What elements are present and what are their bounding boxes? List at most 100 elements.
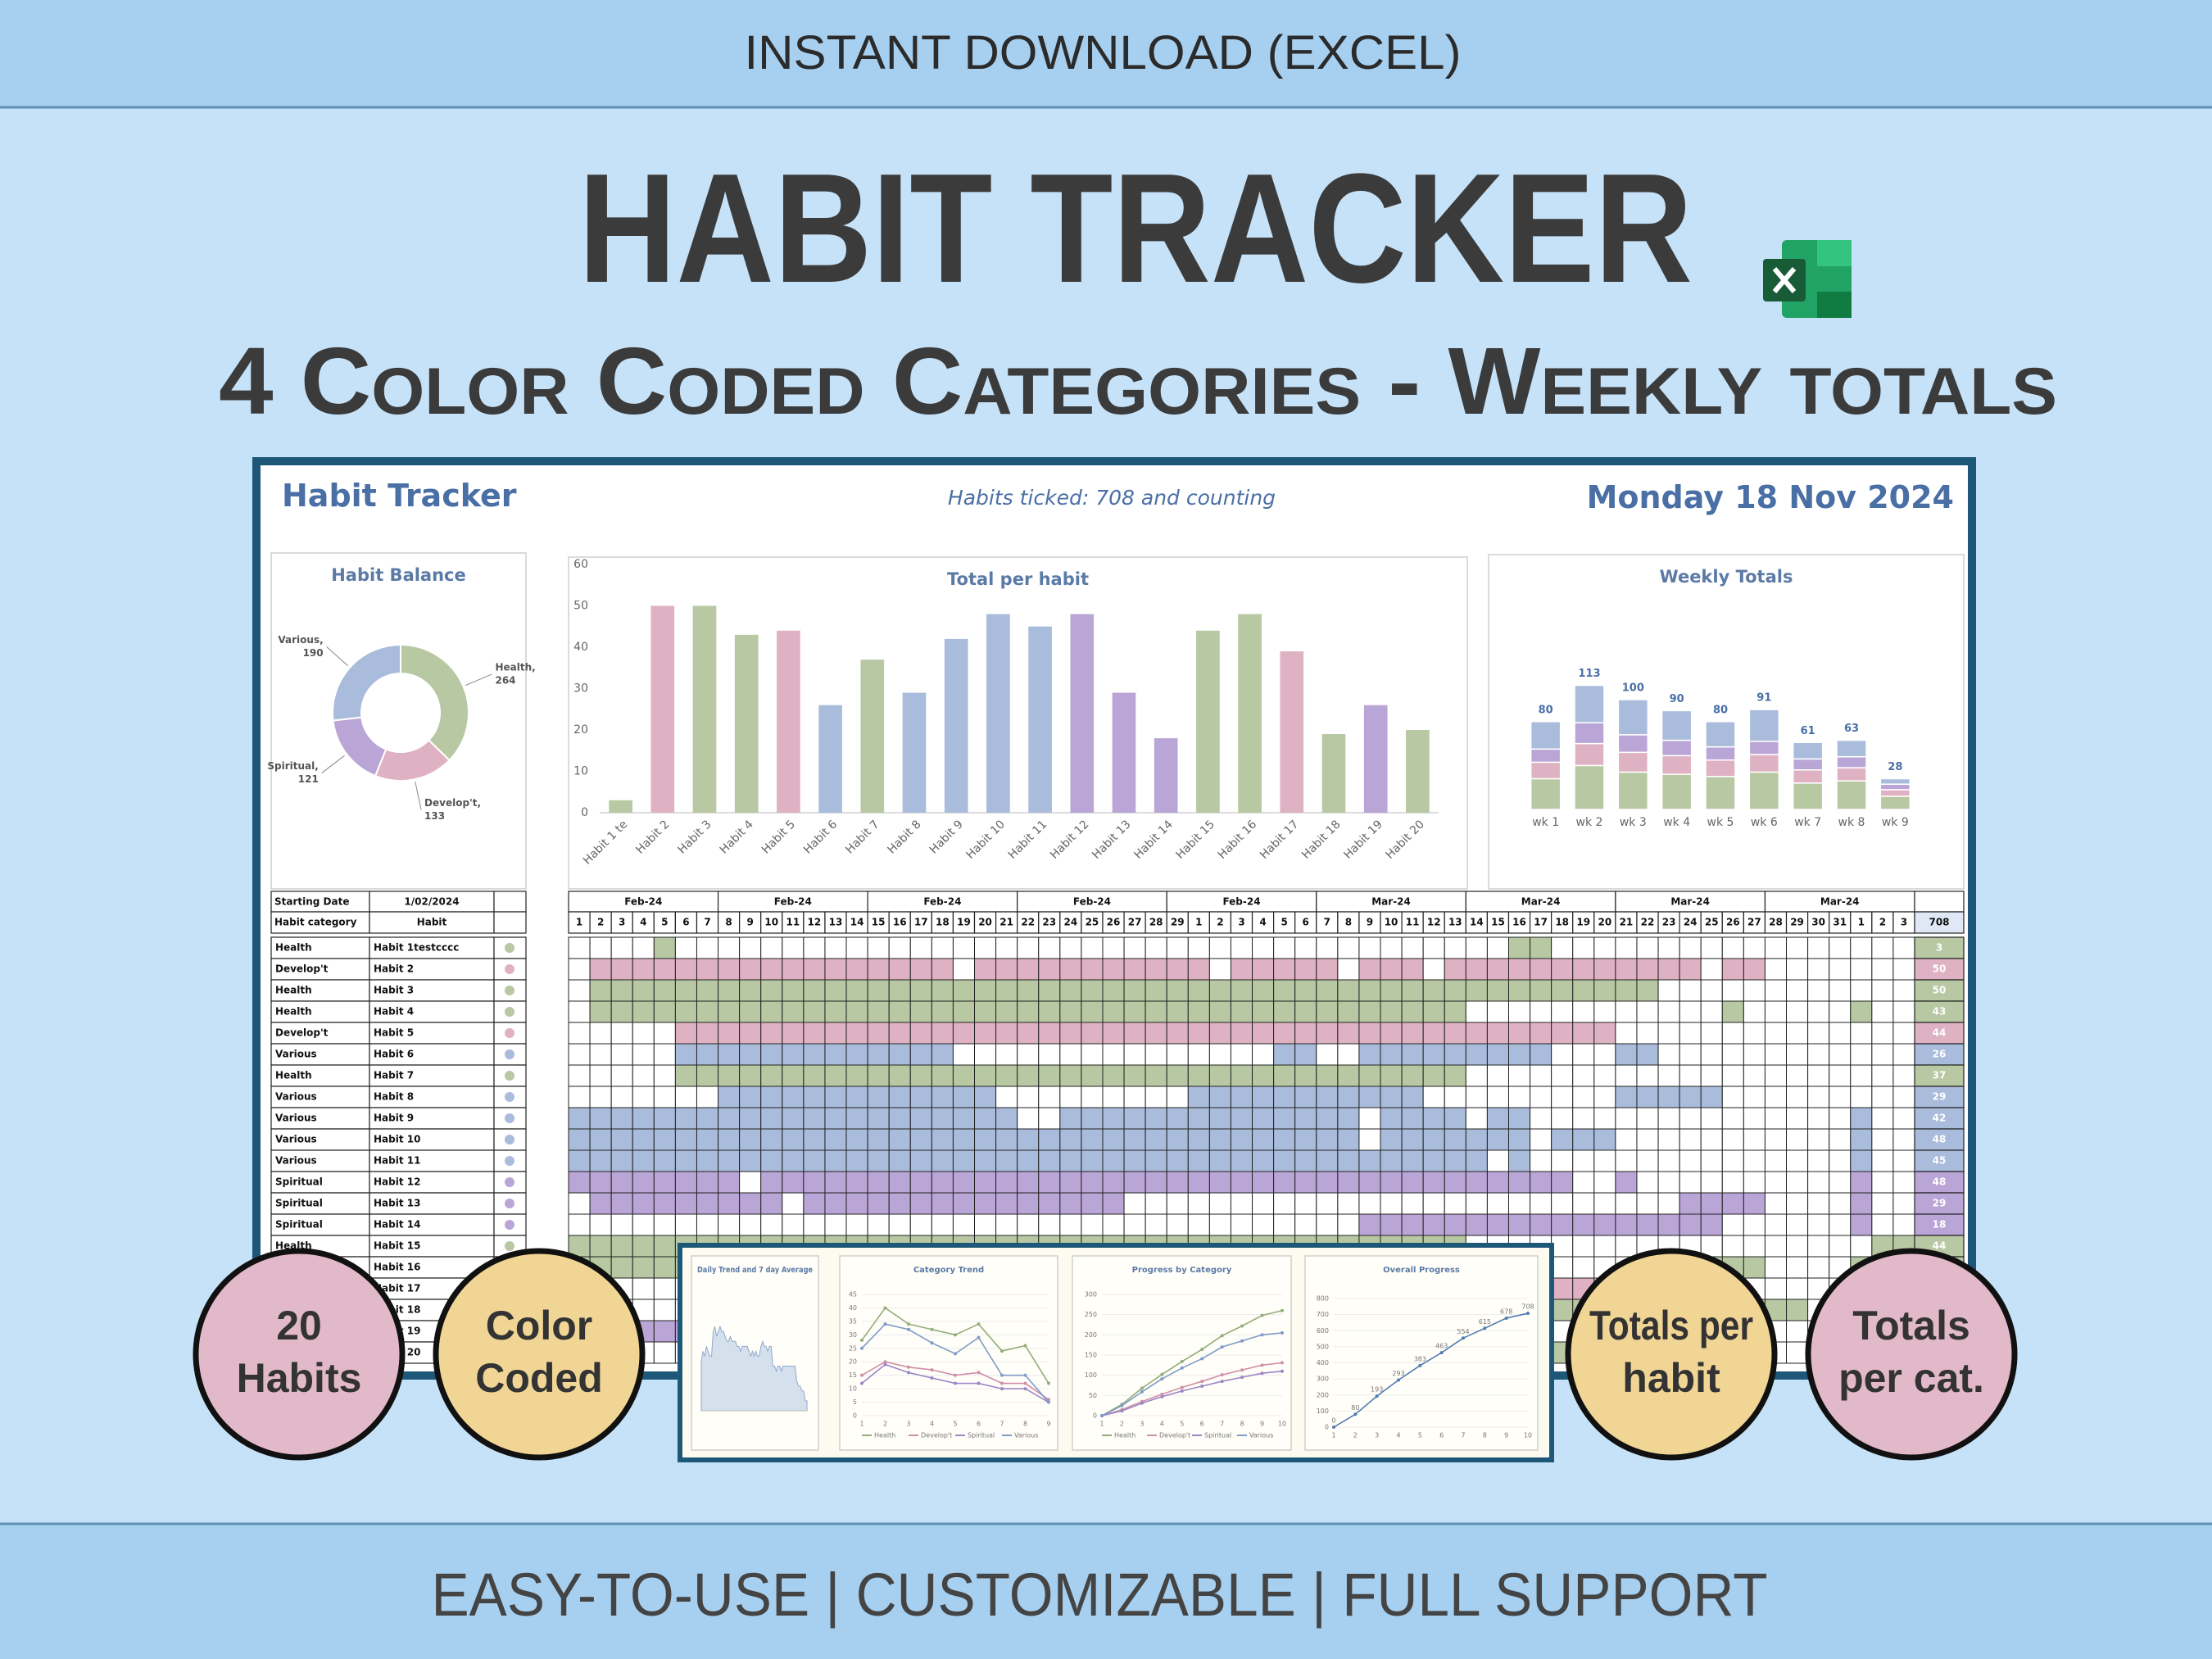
- bar: [818, 705, 842, 813]
- habit-category: Health: [275, 1006, 312, 1018]
- tick-cell: [952, 1171, 976, 1194]
- habit-total: 29: [1933, 1091, 1947, 1103]
- tick-cell: [888, 936, 911, 959]
- tick-cell: [1444, 936, 1466, 959]
- tick-cell: [1145, 1022, 1167, 1045]
- tick-cell: [589, 1064, 612, 1087]
- tick-cell: [1657, 958, 1680, 981]
- cell: [589, 911, 612, 934]
- habit-category: Various: [275, 1113, 317, 1124]
- tick-cell: [718, 1022, 741, 1045]
- tick-cell: [1123, 1171, 1146, 1194]
- tick-cell: [1081, 936, 1104, 959]
- tick-cell: [1572, 1149, 1595, 1172]
- series-point: [1220, 1373, 1224, 1377]
- cell: [1422, 911, 1445, 934]
- tick-cell: [1337, 1213, 1360, 1236]
- tick-cell: [1294, 1128, 1317, 1151]
- tick-cell: [952, 1000, 976, 1023]
- x-tick-label: 2: [1353, 1432, 1358, 1439]
- bar-segment: [1748, 771, 1780, 810]
- cell: [952, 911, 976, 934]
- tick-cell: [1316, 979, 1339, 1002]
- bar: [734, 634, 759, 813]
- tick-cell: [1316, 1171, 1339, 1194]
- tick-cell: [1337, 1022, 1360, 1045]
- y-tick-label: 15: [849, 1371, 857, 1379]
- tick-cell: [1829, 1149, 1852, 1172]
- tick-cell: [632, 1235, 655, 1258]
- tick-cell: [1017, 1171, 1040, 1194]
- tick-cell: [1636, 1022, 1659, 1045]
- total-cell: [1914, 1149, 1965, 1172]
- tick-cell: [760, 1086, 783, 1108]
- cell: [931, 911, 954, 934]
- total-cell: [1914, 1064, 1965, 1087]
- tick-cell: [1358, 958, 1381, 981]
- tick-cell: [1486, 979, 1509, 1002]
- tick-cell: [1059, 1000, 1082, 1023]
- bar: [609, 800, 632, 813]
- tick-cell: [1892, 1086, 1915, 1108]
- tick-cell: [1444, 1192, 1466, 1215]
- tick-cell: [1294, 1086, 1317, 1108]
- series-point: [1180, 1359, 1184, 1363]
- bar: [777, 630, 800, 813]
- series-point: [1375, 1394, 1379, 1398]
- badge: [1565, 1248, 1778, 1461]
- cell: [909, 911, 932, 934]
- habit-name: Habit 16: [374, 1262, 420, 1273]
- legend-label: Various: [1249, 1432, 1273, 1439]
- tick-cell: [1358, 1192, 1381, 1215]
- x-tick-label: 1: [859, 1421, 863, 1428]
- habit-category: Health: [275, 942, 312, 954]
- series-point: [1000, 1373, 1004, 1377]
- slice-value: 121: [298, 773, 319, 785]
- day-number: 1: [1195, 917, 1202, 928]
- tick-cell: [1038, 1064, 1061, 1087]
- series-point: [1439, 1351, 1444, 1355]
- day-number: 26: [1726, 917, 1740, 928]
- tick-cell: [1764, 1277, 1788, 1300]
- habit-name: Habit 6: [374, 1049, 414, 1060]
- day-number: 3: [1901, 917, 1907, 928]
- tick-cell: [1123, 1022, 1146, 1045]
- tick-cell: [867, 1171, 890, 1194]
- tick-cell: [1252, 958, 1275, 981]
- tick-cell: [632, 1000, 655, 1023]
- tick-cell: [1486, 1043, 1509, 1066]
- tick-cell: [1721, 1235, 1744, 1258]
- series-point: [1000, 1381, 1004, 1385]
- x-tick-label: 10: [1278, 1421, 1286, 1428]
- tick-cell: [1700, 1213, 1723, 1236]
- tick-cell: [1187, 1213, 1210, 1236]
- tick-cell: [1123, 1043, 1146, 1066]
- tick-cell: [718, 1000, 741, 1023]
- tick-cell: [1551, 1064, 1574, 1087]
- tick-cell: [718, 936, 741, 959]
- tick-cell: [1657, 1213, 1680, 1236]
- tick-cell: [1294, 936, 1317, 959]
- day-number: 10: [1385, 917, 1398, 928]
- tick-cell: [845, 1149, 868, 1172]
- bar-total: 90: [1670, 693, 1684, 705]
- tick-cell: [1081, 1022, 1104, 1045]
- habit-total: 26: [1933, 1049, 1947, 1060]
- tick-cell: [1401, 1171, 1424, 1194]
- tick-cell: [1123, 936, 1146, 959]
- legend-label: Spiritual: [968, 1432, 995, 1439]
- tick-cell: [674, 1107, 697, 1130]
- day-number: 12: [1427, 917, 1441, 928]
- tick-cell: [632, 958, 655, 981]
- category-dot: [505, 1113, 514, 1123]
- tick-cell: [1507, 1149, 1531, 1172]
- tick-cell: [1017, 958, 1040, 981]
- tick-cell: [1081, 1149, 1104, 1172]
- tick-cell: [1764, 1235, 1788, 1258]
- habit-total: 48: [1933, 1176, 1947, 1188]
- habit-name: Habit 15: [374, 1240, 420, 1252]
- badge-text: per cat.: [1838, 1355, 1984, 1401]
- tick-cell: [1829, 1043, 1852, 1066]
- tick-cell: [1252, 1107, 1275, 1130]
- tick-cell: [1230, 958, 1253, 981]
